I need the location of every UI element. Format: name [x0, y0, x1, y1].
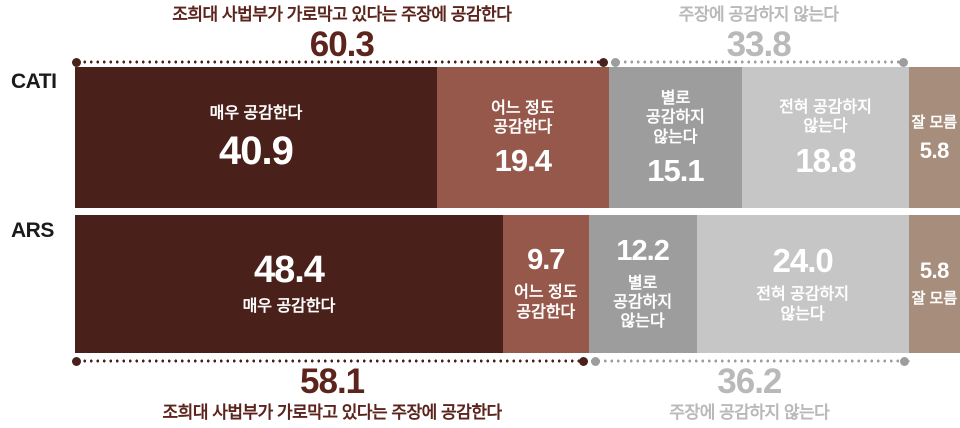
ars-bar: 48.4 매우 공감한다 9.7 어느 정도 공감한다 12.2 별로 공감하지…: [75, 215, 960, 353]
cati-agree-bracket-line: [72, 57, 609, 67]
cati-segment-dont-know: 잘 모름 5.8: [908, 67, 960, 208]
segment-label: 어느 정도 공감한다: [491, 99, 555, 136]
ars-disagree-summary-label: 주장에 공감하지 않는다: [669, 403, 830, 422]
ars-disagree-summary-value: 36.2: [717, 362, 782, 401]
cati-agree-summary: 조희대 사법부가 가로막고 있다는 주장에 공감한다 60.3: [75, 4, 609, 62]
cati-agree-summary-label: 조희대 사법부가 가로막고 있다는 주장에 공감한다: [172, 5, 512, 24]
cati-segment-very-agree: 매우 공감한다 40.9: [75, 67, 437, 208]
cati-disagree-bracket-line: [608, 57, 909, 67]
ars-segment-not-really-agree: 12.2 별로 공감하지 않는다: [588, 215, 697, 353]
ars-segment-somewhat-agree: 9.7 어느 정도 공감한다: [502, 215, 589, 353]
segment-value: 19.4: [494, 143, 552, 179]
ars-agree-summary: 58.1 조희대 사법부가 가로막고 있다는 주장에 공감한다: [75, 364, 589, 423]
plot-area: 조희대 사법부가 가로막고 있다는 주장에 공감한다 60.3 주장에 공감하지…: [71, 0, 960, 428]
segment-label: 어느 정도 공감한다: [514, 284, 578, 321]
ars-disagree-summary: 36.2 주장에 공감하지 않는다: [589, 364, 909, 423]
ars-disagree-bracket-line: [589, 356, 910, 366]
segment-label: 잘 모름: [911, 113, 958, 131]
segment-label: 잘 모름: [911, 290, 958, 307]
cati-segment-somewhat-agree: 어느 정도 공감한다 19.4: [436, 67, 609, 208]
row-label-ars: ARS: [11, 219, 54, 242]
segment-label: 매우 공감한다: [209, 104, 303, 122]
ars-segment-not-at-all-agree: 24.0 전혀 공감하지 않는다: [696, 215, 909, 353]
segment-value: 18.8: [795, 142, 856, 180]
cati-disagree-summary: 주장에 공감하지 않는다 33.8: [609, 4, 909, 62]
segment-value: 5.8: [919, 137, 950, 163]
segment-label: 별로 공감하지 않는다: [646, 90, 705, 146]
ars-agree-summary-label: 조희대 사법부가 가로막고 있다는 주장에 공감한다: [162, 403, 503, 422]
cati-segment-not-really-agree: 별로 공감하지 않는다 15.1: [608, 67, 743, 208]
ars-segment-very-agree: 48.4 매우 공감한다: [75, 215, 503, 353]
ars-agree-bracket-line: [71, 356, 590, 366]
segment-value: 24.0: [772, 242, 834, 280]
segment-label: 전혀 공감하지 않는다: [779, 98, 872, 135]
segment-value: 40.9: [219, 129, 294, 174]
ars-agree-summary-value: 58.1: [300, 362, 365, 401]
ars-segment-dont-know: 5.8 잘 모름: [908, 215, 960, 353]
segment-label: 전혀 공감하지 않는다: [756, 286, 849, 323]
cati-agree-summary-value: 60.3: [309, 25, 375, 65]
cati-disagree-summary-value: 33.8: [726, 25, 792, 65]
segment-value: 12.2: [616, 234, 669, 267]
segment-value: 48.4: [253, 249, 325, 292]
segment-value: 9.7: [527, 244, 565, 277]
segment-value: 15.1: [647, 152, 704, 188]
row-label-cati: CATI: [11, 70, 57, 93]
cati-segment-not-at-all-agree: 전혀 공감하지 않는다 18.8: [742, 67, 909, 208]
cati-disagree-summary-label: 주장에 공감하지 않는다: [678, 5, 839, 24]
cati-bar: 매우 공감한다 40.9 어느 정도 공감한다 19.4 별로 공감하지 않는다…: [75, 67, 960, 208]
segment-label: 별로 공감하지 않는다: [613, 274, 673, 331]
segment-value: 5.8: [919, 258, 950, 283]
segment-label: 매우 공감한다: [242, 298, 336, 316]
